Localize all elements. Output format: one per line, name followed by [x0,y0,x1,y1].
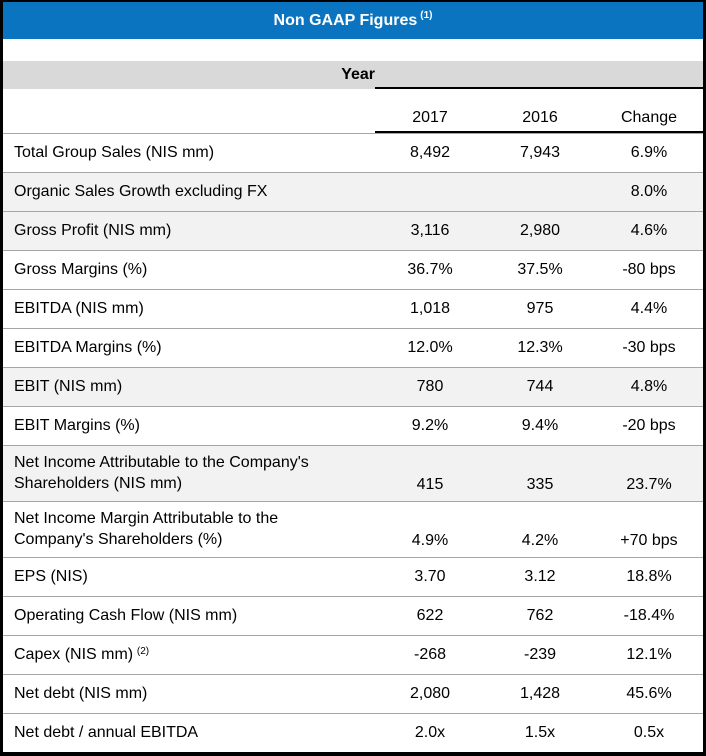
table-row: EPS (NIS) 3.70 3.12 18.8% [3,557,703,596]
value-change: -20 bps [622,417,676,434]
value-change: 8.0% [630,183,668,200]
table-row: Net debt / annual EBITDA 2.0x 1.5x 0.5x [3,713,703,752]
table-row: Net Income Attributable to the Company's… [3,445,703,501]
year-label: Year [341,66,375,83]
value-change: 23.7% [626,476,672,493]
row-label: Organic Sales Growth excluding FX [14,183,268,200]
table-row: EBITDA (NIS mm) 1,018 975 4.4% [3,289,703,328]
value-change: +70 bps [620,532,678,549]
column-header-change: Change [620,109,678,126]
value-change: 4.6% [630,222,668,239]
table-row: Gross Profit (NIS mm) 3,116 2,980 4.6% [3,211,703,250]
value-change: -80 bps [622,261,676,278]
title-footnote-marker: (1) [420,10,433,21]
table-row: Net debt (NIS mm) 2,080 1,428 45.6% [3,674,703,713]
value-2016: 975 [526,300,554,317]
row-label: Gross Profit (NIS mm) [14,222,172,239]
value-2016: 4.2% [521,532,559,549]
table-row: EBITDA Margins (%) 12.0% 12.3% -30 bps [3,328,703,367]
value-2017: 12.0% [407,339,453,356]
row-label: Gross Margins (%) [14,261,148,278]
row-label: EBITDA (NIS mm) [14,300,144,317]
value-2016: 12.3% [517,339,563,356]
value-2017: 3,116 [410,222,450,239]
row-label: EBITDA Margins (%) [14,339,162,356]
value-change: 12.1% [626,646,672,663]
value-2017: 36.7% [407,261,453,278]
value-2017: 8,492 [409,144,451,161]
value-2017: 2.0x [414,724,446,741]
column-headers: 2017 2016 Change [375,89,703,133]
row-label: Net Income Attributable to the Company's… [14,454,309,492]
table-row: Net Income Margin Attributable to the Com… [3,501,703,557]
value-2016: 9.4% [521,417,559,434]
year-underline [375,61,703,89]
row-label: EBIT (NIS mm) [14,378,123,395]
table-body: Total Group Sales (NIS mm) 8,492 7,943 6.9%… [3,133,703,752]
value-change: 0.5x [633,724,665,741]
value-change: -30 bps [622,339,676,356]
column-header-2017: 2017 [412,109,448,126]
value-2016: 744 [526,378,554,395]
table-row: Capex (NIS mm) (2) -268 -239 12.1% [3,635,703,674]
row-label: EBIT Margins (%) [14,417,140,434]
value-change: 18.8% [626,568,672,585]
value-2017: 1,018 [409,300,451,317]
footnote-marker: (2) [134,646,150,657]
value-2016: 37.5% [517,261,563,278]
table-row: EBIT (NIS mm) 780 744 4.8% [3,367,703,406]
value-2016: 762 [526,607,554,624]
value-2017: 780 [416,378,444,395]
value-2016: 3.12 [524,568,556,585]
value-2017: 9.2% [411,417,449,434]
value-change: 4.4% [630,300,668,317]
table-row: Total Group Sales (NIS mm) 8,492 7,943 6.9% [3,133,703,172]
row-label: Total Group Sales (NIS mm) [14,144,215,161]
value-2017: 415 [416,476,444,493]
value-change: 4.8% [630,378,668,395]
value-change: -18.4% [623,607,675,624]
value-2017: 2,080 [409,685,451,702]
value-2016: 7,943 [519,144,561,161]
row-label: Net debt (NIS mm) [14,685,148,702]
column-header-row: 2017 2016 Change [3,89,703,133]
value-2017: 622 [416,607,444,624]
value-2016: 1.5x [524,724,556,741]
value-2016: 1,428 [519,685,561,702]
table-title: Non GAAP Figures [273,11,418,29]
value-change: 6.9% [630,144,668,161]
row-label: EPS (NIS) [14,568,88,585]
row-label: Capex (NIS mm) (2) [14,646,150,663]
value-2017: 4.9% [411,532,449,549]
table-title-bar: Non GAAP Figures (1) [3,2,703,39]
table-row: Organic Sales Growth excluding FX 8.0% [3,172,703,211]
table-row: Gross Margins (%) 36.7% 37.5% -80 bps [3,250,703,289]
value-2016: -239 [523,646,557,663]
row-label: Net debt / annual EBITDA [14,724,199,741]
table-row: EBIT Margins (%) 9.2% 9.4% -20 bps [3,406,703,445]
column-header-2016: 2016 [522,109,558,126]
row-label: Operating Cash Flow (NIS mm) [14,607,238,624]
value-2016: 335 [526,476,554,493]
row-label: Net Income Margin Attributable to the Com… [14,510,279,548]
value-2017: -268 [413,646,447,663]
value-2017: 3.70 [414,568,446,585]
label-column-spacer [3,89,375,133]
value-2016: 2,980 [519,222,561,239]
year-label-cell: Year [3,61,375,89]
year-band: Year [3,61,703,89]
spacer [3,39,703,61]
value-change: 45.6% [626,685,672,702]
table-row: Operating Cash Flow (NIS mm) 622 762 -18.4% [3,596,703,635]
